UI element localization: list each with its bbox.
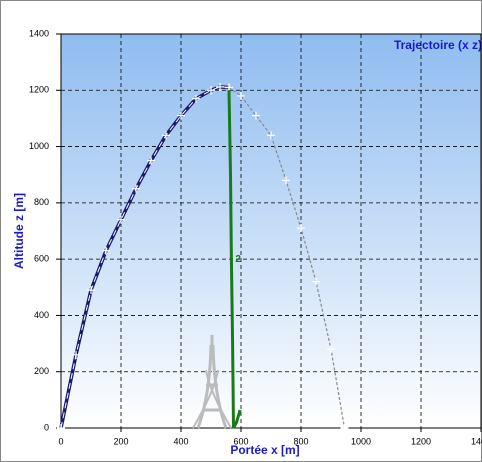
point-cross	[57, 424, 65, 432]
chart-title: Trajectoire (x z)	[394, 38, 482, 52]
point-cross	[177, 111, 185, 120]
point-cross	[282, 176, 290, 185]
y-tick-label: 800	[34, 197, 49, 207]
y-tick-label: 200	[34, 366, 49, 376]
point-cross	[147, 156, 155, 165]
x-tick-label: 600	[233, 436, 248, 446]
plot-area	[61, 34, 481, 428]
point-cross	[340, 424, 349, 432]
annotation: 2	[235, 254, 241, 265]
point-cross	[207, 86, 215, 95]
x-tick-label: 1200	[411, 436, 431, 446]
point-cross	[267, 131, 275, 140]
point-cross	[312, 277, 320, 286]
y-tick-label: 1000	[29, 141, 49, 151]
point-cross	[192, 94, 200, 103]
x-axis-label: Portée x [m]	[230, 443, 299, 457]
x-tick-label: 0	[58, 436, 63, 446]
point-cross	[102, 246, 110, 255]
y-tick-label: 1200	[29, 85, 49, 95]
eiffel-tower	[192, 335, 232, 429]
point-cross	[72, 350, 80, 359]
x-tick-label: 1000	[351, 436, 371, 446]
x-tick-label: 1400	[471, 436, 482, 446]
point-cross	[162, 131, 170, 140]
point-cross	[216, 82, 224, 91]
point-cross	[237, 91, 245, 100]
y-tick-label: 600	[34, 254, 49, 264]
y-tick-label: 400	[34, 310, 49, 320]
y-axis-label: Altitude z [m]	[12, 193, 26, 269]
point-cross	[87, 286, 95, 295]
point-cross	[132, 184, 140, 193]
x-tick-label: 400	[173, 436, 188, 446]
point-cross	[252, 111, 260, 120]
point-cross	[327, 345, 335, 354]
y-tick-label: 1400	[29, 28, 49, 38]
green-trajectory	[227, 90, 242, 429]
point-cross	[225, 83, 233, 92]
plot-border	[60, 33, 482, 429]
point-cross	[117, 215, 125, 224]
x-tick-label: 800	[293, 436, 308, 446]
y-tick-label: 0	[44, 422, 49, 432]
x-tick-label: 200	[113, 436, 128, 446]
point-cross	[297, 224, 305, 233]
